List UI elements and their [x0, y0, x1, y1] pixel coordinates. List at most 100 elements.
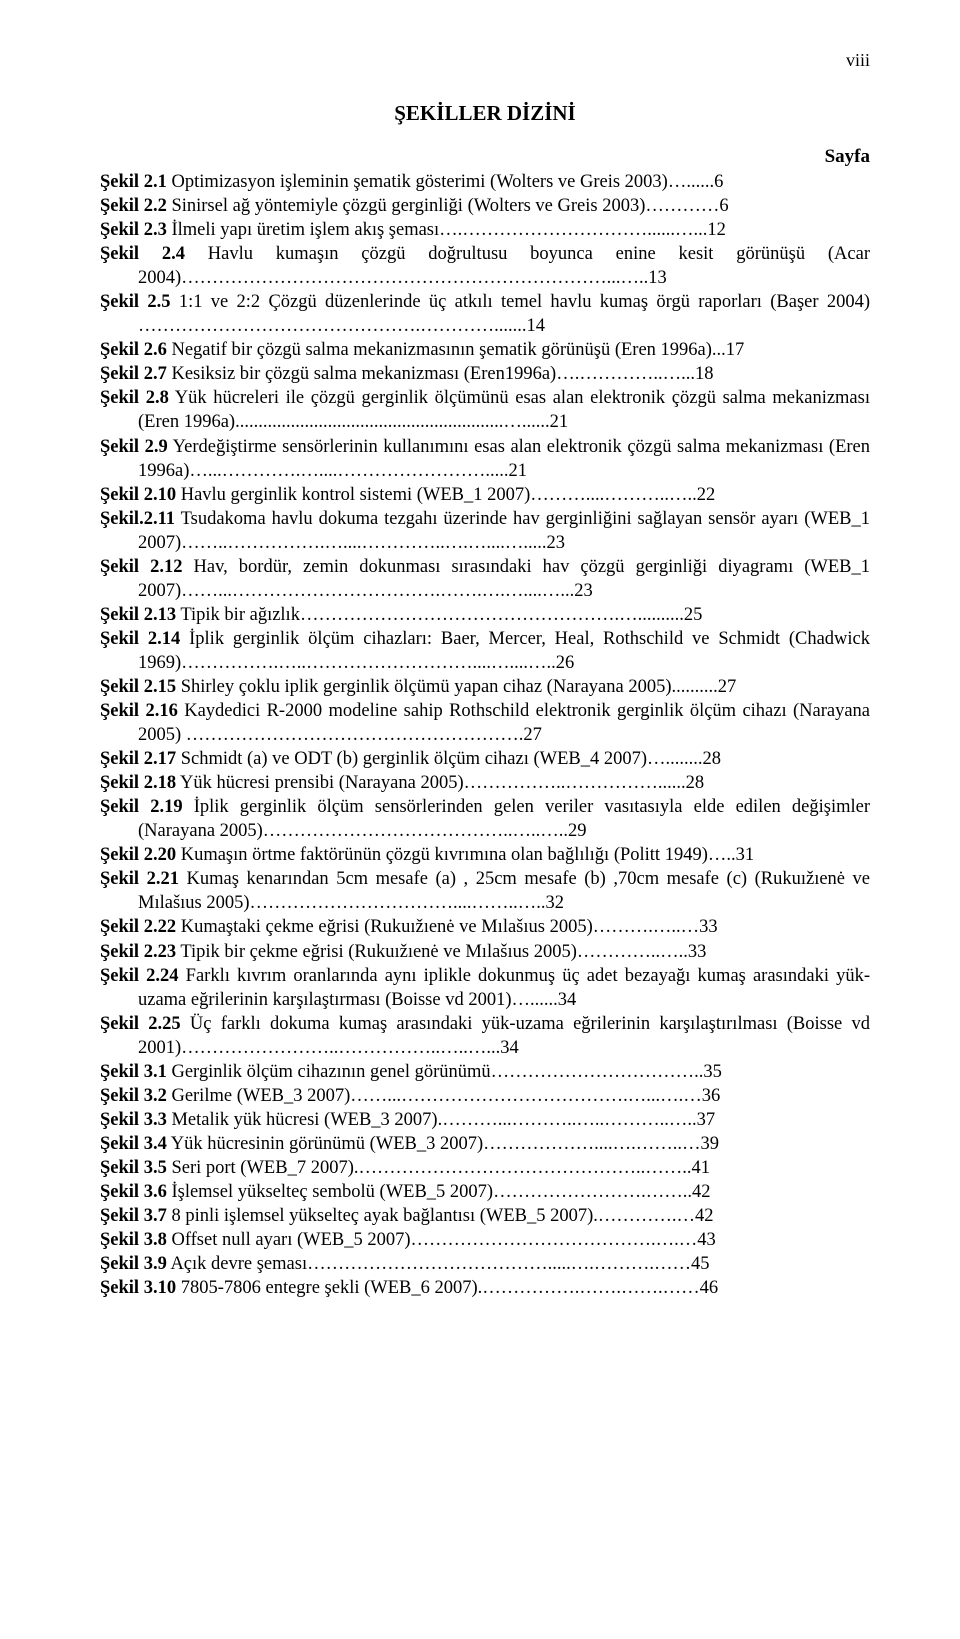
entry-label: Şekil 3.2 [100, 1086, 167, 1106]
entry-text: 7805-7806 entegre şekli (WEB_6 2007).………… [181, 1278, 718, 1298]
entry-text: Kesiksiz bir çözgü salma mekanizması (Er… [171, 364, 713, 384]
entry-label: Şekil 2.10 [100, 485, 176, 505]
toc-entry: Şekil 2.24 Farklı kıvrım oranlarında ayn… [100, 964, 870, 1012]
entry-text: Seri port (WEB_7 2007).………………………………………..… [171, 1158, 710, 1178]
entry-text: Havlu kumaşın çözgü doğrultusu boyunca e… [138, 244, 870, 288]
entry-label: Şekil 2.5 [100, 292, 171, 312]
toc-entry: Şekil 3.8 Offset null ayarı (WEB_5 2007)… [100, 1228, 870, 1252]
entry-text: İşlemsel yükselteç sembolü (WEB_5 2007)…… [171, 1182, 710, 1202]
entry-label: Şekil 2.23 [100, 942, 176, 962]
entry-text: Gerginlik ölçüm cihazının genel görünümü… [171, 1062, 721, 1082]
entry-label: Şekil 3.3 [100, 1110, 167, 1130]
entry-label: Şekil 3.7 [100, 1206, 167, 1226]
entry-label: Şekil 2.19 [100, 797, 183, 817]
toc-entry: Şekil 2.14 İplik gerginlik ölçüm cihazla… [100, 627, 870, 675]
toc-entry: Şekil 2.21 Kumaş kenarından 5cm mesafe (… [100, 867, 870, 915]
toc-entry: Şekil 2.2 Sinirsel ağ yöntemiyle çözgü g… [100, 194, 870, 218]
entry-text: 8 pinli işlemsel yükselteç ayak bağlantı… [171, 1206, 713, 1226]
entry-text: Tsudakoma havlu dokuma tezgahı üzerinde … [138, 509, 870, 553]
entry-label: Şekil 2.20 [100, 845, 176, 865]
entry-label: Şekil 3.4 [100, 1134, 167, 1154]
entry-label: Şekil.2.11 [100, 509, 175, 529]
entry-label: Şekil 2.4 [100, 244, 185, 264]
toc-entry: Şekil 3.1 Gerginlik ölçüm cihazının gene… [100, 1060, 870, 1084]
toc-entry: Şekil 3.6 İşlemsel yükselteç sembolü (WE… [100, 1180, 870, 1204]
entry-text: Tipik bir çekme eğrisi (Rukuıžıenė ve Mı… [180, 942, 706, 962]
entry-text: Kaydedici R-2000 modeline sahip Rothschi… [138, 701, 870, 745]
toc-entry: Şekil 2.4 Havlu kumaşın çözgü doğrultusu… [100, 242, 870, 290]
entry-text: Kumaşın örtme faktörünün çözgü kıvrımına… [181, 845, 754, 865]
entry-label: Şekil 2.3 [100, 220, 167, 240]
toc-entry: Şekil 2.9 Yerdeğiştirme sensörlerinin ku… [100, 435, 870, 483]
toc-entry: Şekil 2.3 İlmeli yapı üretim işlem akış … [100, 218, 870, 242]
toc-entry: Şekil 2.12 Hav, bordür, zemin dokunması … [100, 555, 870, 603]
entry-text: 1:1 ve 2:2 Çözgü düzenlerinde üç atkılı … [138, 292, 870, 336]
entry-label: Şekil 2.24 [100, 966, 179, 986]
toc-entry: Şekil 2.8 Yük hücreleri ile çözgü gergin… [100, 386, 870, 434]
entry-text: Sinirsel ağ yöntemiyle çözgü gerginliği … [171, 196, 728, 216]
entry-text: Optimizasyon işleminin şematik gösterimi… [171, 172, 723, 192]
entry-label: Şekil 2.18 [100, 773, 176, 793]
entry-label: Şekil 2.22 [100, 917, 176, 937]
entry-label: Şekil 3.10 [100, 1278, 176, 1298]
toc-entry: Şekil 3.2 Gerilme (WEB_3 2007)……...……………… [100, 1084, 870, 1108]
entry-text: Metalik yük hücresi (WEB_3 2007).………...…… [171, 1110, 715, 1130]
entry-label: Şekil 2.14 [100, 629, 180, 649]
page-title: ŞEKİLLER DİZİNİ [100, 101, 870, 126]
entry-text: Negatif bir çözgü salma mekanizmasının ş… [171, 340, 744, 360]
entry-text: Offset null ayarı (WEB_5 2007)…………………………… [171, 1230, 715, 1250]
entry-text: Kumaş kenarından 5cm mesafe (a) , 25cm m… [138, 869, 870, 913]
sayfa-heading: Sayfa [100, 146, 870, 168]
entry-text: Schmidt (a) ve ODT (b) gerginlik ölçüm c… [181, 749, 721, 769]
entry-text: Tipik bir ağızlık…………………………………………….…....… [180, 605, 702, 625]
entry-text: Gerilme (WEB_3 2007)……...……………………………….….… [171, 1086, 720, 1106]
entry-text: İplik gerginlik ölçüm cihazları: Baer, M… [138, 629, 870, 673]
toc-entry: Şekil 2.25 Üç farklı dokuma kumaş arasın… [100, 1012, 870, 1060]
entry-label: Şekil 3.1 [100, 1062, 167, 1082]
entry-label: Şekil 2.1 [100, 172, 167, 192]
entry-text: Hav, bordür, zemin dokunması sırasındaki… [138, 557, 870, 601]
toc-entry: Şekil 2.7 Kesiksiz bir çözgü salma mekan… [100, 362, 870, 386]
toc-entry: Şekil 2.6 Negatif bir çözgü salma mekani… [100, 338, 870, 362]
entry-label: Şekil 2.17 [100, 749, 176, 769]
entry-label: Şekil 3.6 [100, 1182, 167, 1202]
toc-entry: Şekil 2.18 Yük hücresi prensibi (Narayan… [100, 771, 870, 795]
entry-label: Şekil 2.25 [100, 1014, 181, 1034]
entry-label: Şekil 2.15 [100, 677, 176, 697]
toc-entry: Şekil 3.3 Metalik yük hücresi (WEB_3 200… [100, 1108, 870, 1132]
entry-text: Yük hücreleri ile çözgü gerginlik ölçümü… [138, 388, 870, 432]
entry-label: Şekil 3.8 [100, 1230, 167, 1250]
entry-text: Yük hücresinin görünümü (WEB_3 2007)…………… [171, 1134, 719, 1154]
toc-entry: Şekil 3.7 8 pinli işlemsel yükselteç aya… [100, 1204, 870, 1228]
entry-label: Şekil 2.12 [100, 557, 182, 577]
entry-label: Şekil 3.5 [100, 1158, 167, 1178]
toc-entry: Şekil 2.10 Havlu gerginlik kontrol siste… [100, 483, 870, 507]
toc-entry: Şekil 2.13 Tipik bir ağızlık………………………………… [100, 603, 870, 627]
entry-text: Yerdeğiştirme sensörlerinin kullanımını … [138, 437, 870, 481]
entry-text: İlmeli yapı üretim işlem akış şeması….……… [171, 220, 725, 240]
entry-label: Şekil 2.7 [100, 364, 167, 384]
entry-text: Shirley çoklu iplik gerginlik ölçümü yap… [181, 677, 737, 697]
entry-text: Kumaştaki çekme eğrisi (Rukuıžıenė ve Mı… [181, 917, 718, 937]
entry-label: Şekil 2.8 [100, 388, 169, 408]
toc-entry: Şekil 2.15 Shirley çoklu iplik gerginlik… [100, 675, 870, 699]
entry-text: Yük hücresi prensibi (Narayana 2005)…………… [180, 773, 704, 793]
toc-entry: Şekil 3.10 7805-7806 entegre şekli (WEB_… [100, 1276, 870, 1300]
entry-text: Üç farklı dokuma kumaş arasındaki yük-uz… [138, 1014, 870, 1058]
entries-list: Şekil 2.1 Optimizasyon işleminin şematik… [100, 170, 870, 1300]
toc-entry: Şekil 2.17 Schmidt (a) ve ODT (b) gergin… [100, 747, 870, 771]
toc-entry: Şekil 3.4 Yük hücresinin görünümü (WEB_3… [100, 1132, 870, 1156]
toc-entry: Şekil 2.22 Kumaştaki çekme eğrisi (Rukuı… [100, 915, 870, 939]
toc-entry: Şekil 2.16 Kaydedici R-2000 modeline sah… [100, 699, 870, 747]
toc-entry: Şekil 3.5 Seri port (WEB_7 2007).…………………… [100, 1156, 870, 1180]
toc-entry: Şekil 2.19 İplik gerginlik ölçüm sensörl… [100, 795, 870, 843]
entry-text: İplik gerginlik ölçüm sensörlerinden gel… [138, 797, 870, 841]
entry-text: Havlu gerginlik kontrol sistemi (WEB_1 2… [181, 485, 716, 505]
entry-label: Şekil 2.9 [100, 437, 168, 457]
entry-text: Açık devre şeması………………………………….....….………… [170, 1254, 709, 1274]
entry-text: Farklı kıvrım oranlarında aynı iplikle d… [138, 966, 870, 1010]
toc-entry: Şekil 2.23 Tipik bir çekme eğrisi (Rukuı… [100, 940, 870, 964]
entry-label: Şekil 2.21 [100, 869, 179, 889]
toc-entry: Şekil 2.20 Kumaşın örtme faktörünün çözg… [100, 843, 870, 867]
roman-page-number: viii [100, 50, 870, 71]
